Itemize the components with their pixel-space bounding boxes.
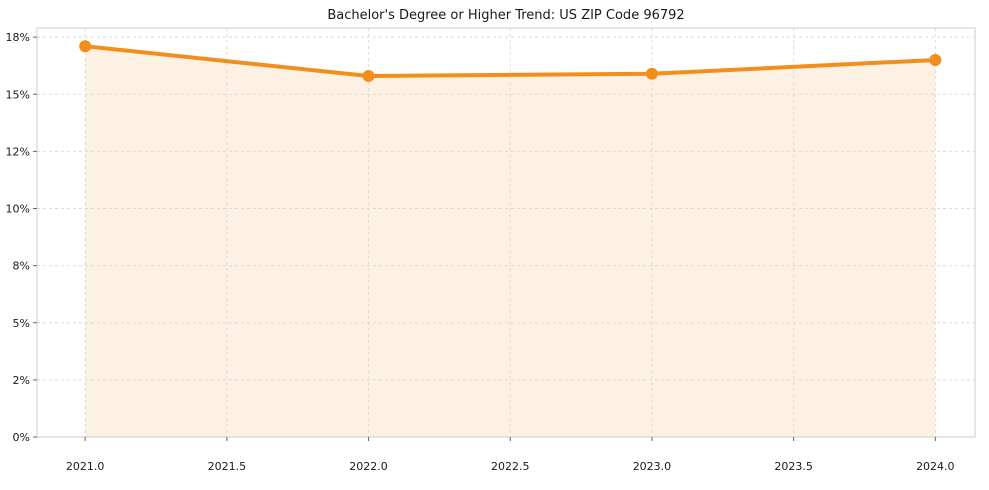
y-tick-label: 8% xyxy=(13,260,30,273)
x-tick-label: 2021.0 xyxy=(66,460,105,473)
data-point xyxy=(645,67,658,80)
trend-line xyxy=(83,44,938,78)
data-point-markers xyxy=(79,40,942,82)
area-fill xyxy=(85,46,936,438)
y-tick-label: 5% xyxy=(13,317,30,330)
data-point xyxy=(929,53,942,66)
x-tick-label: 2021.5 xyxy=(208,460,247,473)
data-point xyxy=(79,40,92,53)
y-axis-labels: 0% 2% 5% 8% 10% 12% 15% 18% xyxy=(6,31,37,444)
x-tick-label: 2023.5 xyxy=(774,460,813,473)
y-tick-label: 15% xyxy=(6,88,30,101)
plot-border xyxy=(36,27,976,438)
chart-title: Bachelor's Degree or Higher Trend: US ZI… xyxy=(327,8,685,23)
y-tick-label: 10% xyxy=(6,203,30,216)
x-tick-label: 2022.0 xyxy=(349,460,388,473)
x-tick-label: 2023.0 xyxy=(633,460,672,473)
y-tick-label: 2% xyxy=(13,374,30,387)
x-tick-label: 2022.5 xyxy=(491,460,530,473)
gridlines xyxy=(37,28,975,438)
y-tick-label: 18% xyxy=(6,31,30,44)
y-tick-label: 12% xyxy=(6,145,30,158)
x-axis-labels: 2021.0 2021.5 2022.0 2022.5 2023.0 2023.5 2024… xyxy=(66,437,955,473)
data-point xyxy=(362,69,375,82)
x-tick-label: 2024.0 xyxy=(916,460,955,473)
y-tick-label: 0% xyxy=(13,431,30,444)
